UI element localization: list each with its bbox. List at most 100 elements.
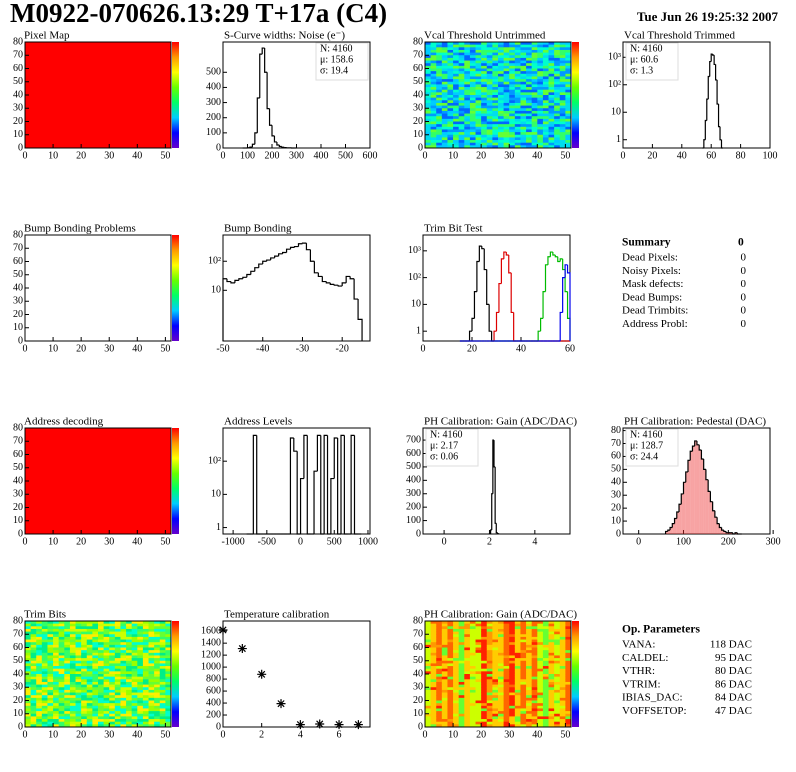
heatmap-cell — [514, 116, 521, 120]
histogram-bin — [736, 532, 740, 535]
heatmap-cell — [436, 628, 443, 632]
y-tick-label: 0 — [216, 142, 221, 153]
heatmap-cell — [53, 721, 60, 725]
histogram-bin — [353, 278, 359, 300]
stats-line: N: 4160 — [630, 429, 663, 440]
heatmap-cell — [469, 55, 476, 59]
heatmap-cell — [30, 689, 37, 693]
x-tick-label: 2 — [487, 536, 492, 547]
x-tick-label: 10 — [48, 150, 58, 161]
heatmap-cell — [447, 658, 454, 662]
heatmap-cell — [92, 644, 99, 648]
heatmap-cell — [453, 636, 460, 640]
heatmap-cell — [447, 655, 454, 659]
heatmap-cell — [498, 63, 505, 67]
heatmap-cell — [537, 129, 544, 133]
bar-fill — [719, 527, 722, 534]
heatmap-cell — [559, 711, 566, 715]
heatmap-cell — [69, 721, 76, 725]
histogram-bin — [718, 523, 722, 529]
histogram-bin — [707, 479, 711, 492]
heatmap-cell — [103, 626, 110, 630]
heatmap-cell — [69, 676, 76, 680]
heatmap-cell — [554, 92, 561, 96]
heatmap-cell — [159, 658, 166, 662]
histogram-bin — [709, 60, 712, 77]
heatmap-cell — [509, 692, 516, 696]
histogram-bin — [256, 435, 261, 535]
heatmap-cell — [486, 674, 493, 678]
heatmap-cell — [492, 660, 499, 664]
heatmap-cell — [447, 636, 454, 640]
y-tick-label: 80 — [13, 229, 23, 240]
heatmap-cell — [30, 666, 37, 670]
heatmap-cell — [69, 705, 76, 709]
heatmap-cell — [58, 642, 65, 646]
heatmap-cell — [103, 668, 110, 672]
heatmap-cell — [436, 102, 443, 106]
heatmap-cell — [441, 674, 448, 678]
heatmap-cell — [86, 697, 93, 701]
heatmap-cell — [464, 687, 471, 691]
heatmap-cell — [441, 639, 448, 643]
x-tick-label: 200 — [721, 536, 736, 547]
heatmap-cell — [548, 89, 555, 93]
heatmap-cell — [481, 663, 488, 667]
heatmap-cell — [548, 655, 555, 659]
heatmap-cell — [447, 692, 454, 696]
heatmap-cell — [520, 68, 527, 72]
heatmap-cell — [436, 142, 443, 146]
heatmap-cell — [98, 628, 105, 632]
heatmap-cell — [565, 692, 572, 696]
heatmap-cell — [492, 692, 499, 696]
heatmap-cell — [503, 687, 510, 691]
heatmap-cell — [436, 681, 443, 685]
heatmap-cell — [425, 700, 432, 704]
heatmap-cell — [25, 708, 32, 712]
heatmap-cell — [565, 644, 572, 648]
heatmap-cell — [458, 140, 465, 144]
heatmap-cell — [425, 652, 432, 656]
heatmap-cell — [103, 708, 110, 712]
heatmap-cell — [542, 711, 549, 715]
heatmap-cell — [498, 97, 505, 101]
heatmap-cell — [526, 105, 533, 109]
heatmap-cell — [559, 118, 566, 122]
heatmap-cell — [475, 63, 482, 67]
heatmap-cell — [131, 626, 138, 630]
heatmap-cell — [464, 73, 471, 77]
heatmap-cell — [41, 708, 48, 712]
histogram-bin — [483, 248, 487, 271]
y-tick-label: 0 — [18, 335, 23, 346]
heatmap-cell — [441, 116, 448, 120]
heatmap-cell — [503, 44, 510, 48]
heatmap-cell — [492, 129, 499, 133]
heatmap-cell — [109, 703, 116, 707]
y-tick-label: 10 — [413, 129, 423, 140]
heatmap-cell — [503, 42, 510, 46]
heatmap-cell — [498, 652, 505, 656]
heatmap-cell — [142, 721, 149, 725]
heatmap-cell — [425, 639, 432, 643]
panel-title: Vcal Threshold Trimmed — [624, 30, 736, 42]
heatmap-cell — [503, 660, 510, 664]
heatmap-cell — [98, 642, 105, 646]
heatmap-cell — [514, 660, 521, 664]
heatmap-cell — [126, 679, 133, 683]
heatmap-cell — [548, 708, 555, 712]
x-tick-label: 0 — [636, 536, 641, 547]
heatmap-cell — [554, 663, 561, 667]
heatmap-cell — [492, 687, 499, 691]
heatmap-cell — [469, 100, 476, 104]
y-tick-label: 30 — [13, 682, 23, 693]
heatmap-cell — [509, 97, 516, 101]
heatmap-cell — [81, 684, 88, 688]
heatmap-cell — [441, 89, 448, 93]
x-tick-label: -40 — [256, 343, 269, 354]
heatmap-cell — [436, 711, 443, 715]
heatmap-cell — [486, 679, 493, 683]
heatmap-cell — [430, 49, 437, 53]
heatmap-cell — [542, 129, 549, 133]
heatmap-cell — [447, 631, 454, 635]
heatmap-cell — [430, 666, 437, 670]
